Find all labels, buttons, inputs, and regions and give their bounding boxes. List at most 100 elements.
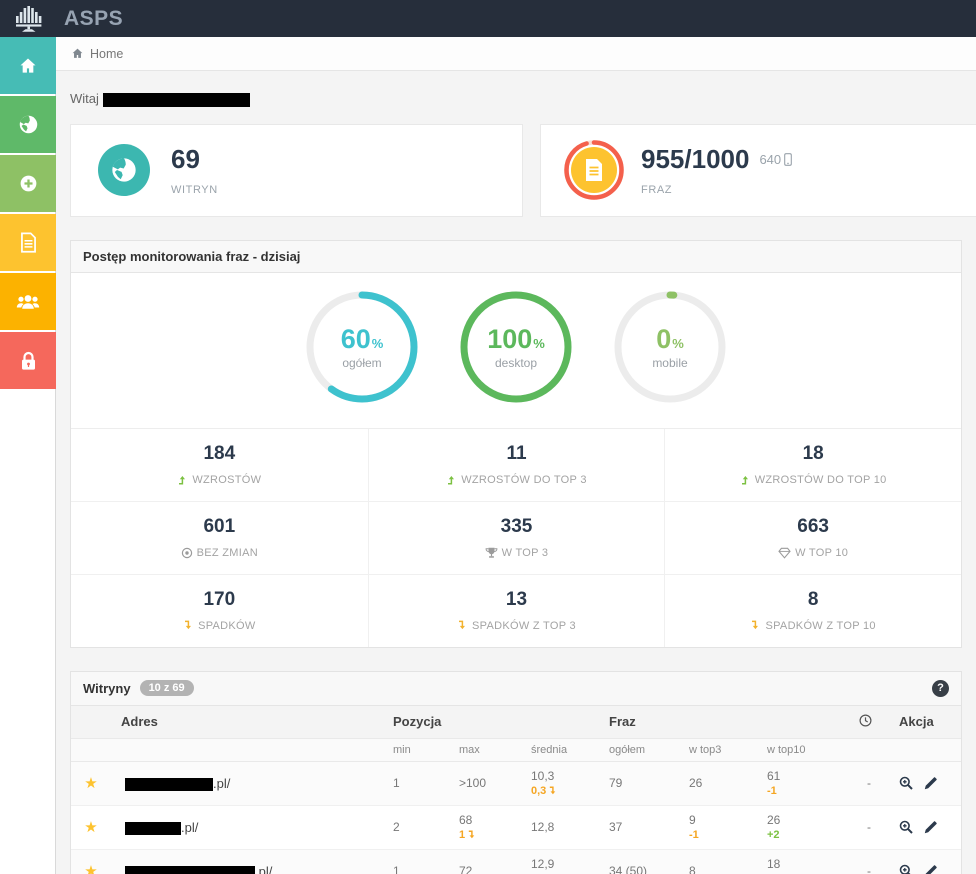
col-star	[71, 706, 111, 739]
ogolem-cell: 37	[599, 805, 679, 849]
circle-dot-icon	[181, 547, 193, 559]
subcol-max: max	[449, 738, 521, 761]
donut-charts: 60% ogółem 100% desktop	[71, 273, 961, 428]
max-cell: 72	[449, 849, 521, 874]
stats-grid: 184 WZROSTÓW 11 WZROSTÓW DO TOP 3 18 WZR…	[71, 428, 961, 647]
tile-witryny[interactable]: 69 WITRYN	[70, 124, 523, 217]
document-icon	[19, 232, 38, 253]
stat-wzrostow-top10: 18 WZROSTÓW DO TOP 10	[664, 429, 961, 502]
level-up-icon	[446, 474, 457, 485]
table-row: ★ .pl/ 2 68 1 12,8 37 9 -1 26 +2	[71, 805, 961, 849]
breadcrumb: Home	[56, 37, 976, 71]
progress-panel: Postęp monitorowania fraz - dzisiaj 60% …	[70, 240, 962, 648]
breadcrumb-home-link[interactable]: Home	[90, 47, 123, 61]
greeting-line: Witaj	[56, 71, 976, 124]
help-icon[interactable]: ?	[932, 680, 949, 697]
top10-cell: 61 -1	[757, 761, 849, 805]
akcja-cell	[889, 805, 961, 849]
site-url[interactable]: .pl/	[121, 864, 272, 874]
sidebar-item-sites[interactable]	[0, 96, 56, 153]
globe-icon	[110, 156, 138, 184]
donut-ogolem: 60% ogółem	[303, 288, 421, 406]
level-up-icon	[740, 474, 751, 485]
sites-panel-header: Witryny 10 z 69 ?	[71, 672, 961, 706]
favorite-star-icon[interactable]: ★	[84, 863, 97, 874]
srednia-cell: 12,8	[521, 805, 599, 849]
top-navbar: ASPS	[0, 0, 976, 37]
akcja-cell	[889, 761, 961, 805]
sites-table: Adres Pozycja Fraz Akcja min max	[71, 706, 961, 874]
favorite-star-icon[interactable]: ★	[84, 775, 97, 792]
sidebar-item-users[interactable]	[0, 273, 56, 330]
globe-icon	[18, 114, 39, 135]
top3-cell: 8	[679, 849, 757, 874]
tile-witryny-icon-wrap	[93, 139, 155, 201]
col-pozycja: Pozycja	[383, 706, 599, 739]
frazy-label: FRAZ	[641, 184, 792, 196]
sites-panel: Witryny 10 z 69 ? Adres Pozycja Fraz	[70, 671, 962, 874]
sites-panel-title: Witryny	[83, 681, 131, 696]
stat-spadkow-top3: 13 SPADKÓW Z TOP 3	[368, 575, 665, 647]
tile-frazy-icon-wrap	[563, 139, 625, 201]
srednia-cell: 10,3 0,3	[521, 761, 599, 805]
stat-spadkow: 170 SPADKÓW	[71, 575, 368, 647]
clock-icon	[859, 714, 872, 727]
edit-pencil-icon[interactable]	[924, 864, 938, 874]
brand-name: ASPS	[64, 7, 123, 31]
clock-cell: -	[849, 761, 889, 805]
site-url[interactable]: .pl/	[121, 776, 230, 791]
sidebar-nav	[0, 37, 56, 874]
redacted-username	[103, 93, 250, 107]
stat-wzrostow-top3: 11 WZROSTÓW DO TOP 3	[368, 429, 665, 502]
subcol-srednia: średnia	[521, 738, 599, 761]
level-down-icon	[457, 620, 468, 631]
edit-pencil-icon[interactable]	[924, 820, 938, 834]
akcja-cell	[889, 849, 961, 874]
max-cell: >100	[449, 761, 521, 805]
breadcrumb-home-icon	[71, 47, 84, 60]
level-up-icon	[177, 474, 188, 485]
bars-logo-icon	[6, 5, 50, 33]
plus-circle-icon	[18, 173, 39, 194]
zoom-in-icon[interactable]	[899, 864, 913, 874]
redacted-domain	[125, 866, 255, 874]
srednia-cell: 12,9 0,3	[521, 849, 599, 874]
sidebar-item-home[interactable]	[0, 37, 56, 94]
witryny-count: 69	[171, 144, 218, 175]
top10-cell: 26 +2	[757, 805, 849, 849]
favorite-star-icon[interactable]: ★	[84, 819, 97, 836]
trophy-icon	[485, 547, 498, 559]
stat-w-top3: 335 W TOP 3	[368, 502, 665, 575]
donut-label: desktop	[495, 356, 537, 370]
witryny-label: WITRYN	[171, 184, 218, 196]
zoom-in-icon[interactable]	[899, 820, 913, 834]
col-akcja: Akcja	[889, 706, 961, 739]
subcol-ogolem: ogółem	[599, 738, 679, 761]
sidebar-item-phrases[interactable]	[0, 214, 56, 271]
mobile-icon	[784, 153, 792, 166]
frazy-mobile-count: 640	[759, 152, 792, 167]
donut-label: ogółem	[342, 356, 381, 370]
col-fraz: Fraz	[599, 706, 849, 739]
app-logo[interactable]	[0, 0, 56, 37]
sites-count-badge: 10 z 69	[140, 680, 194, 696]
zoom-in-icon[interactable]	[899, 776, 913, 790]
edit-pencil-icon[interactable]	[924, 776, 938, 790]
subcol-top10: w top10	[757, 738, 849, 761]
top10-cell: 18 -3	[757, 849, 849, 874]
top3-cell: 9 -1	[679, 805, 757, 849]
min-cell: 1	[383, 849, 449, 874]
progress-panel-header: Postęp monitorowania fraz - dzisiaj	[71, 241, 961, 273]
progress-ring	[563, 139, 625, 201]
site-url[interactable]: .pl/	[121, 820, 198, 835]
clock-cell: -	[849, 805, 889, 849]
level-down-icon	[548, 786, 558, 796]
donut-label: mobile	[652, 356, 687, 370]
donut-mobile: 0% mobile	[611, 288, 729, 406]
lock-icon	[20, 351, 37, 371]
sidebar-item-add[interactable]	[0, 155, 56, 212]
tile-frazy[interactable]: 955/1000 640 FRAZ	[540, 124, 976, 217]
col-adres: Adres	[111, 706, 383, 739]
sidebar-item-security[interactable]	[0, 332, 56, 389]
redacted-domain	[125, 822, 181, 835]
